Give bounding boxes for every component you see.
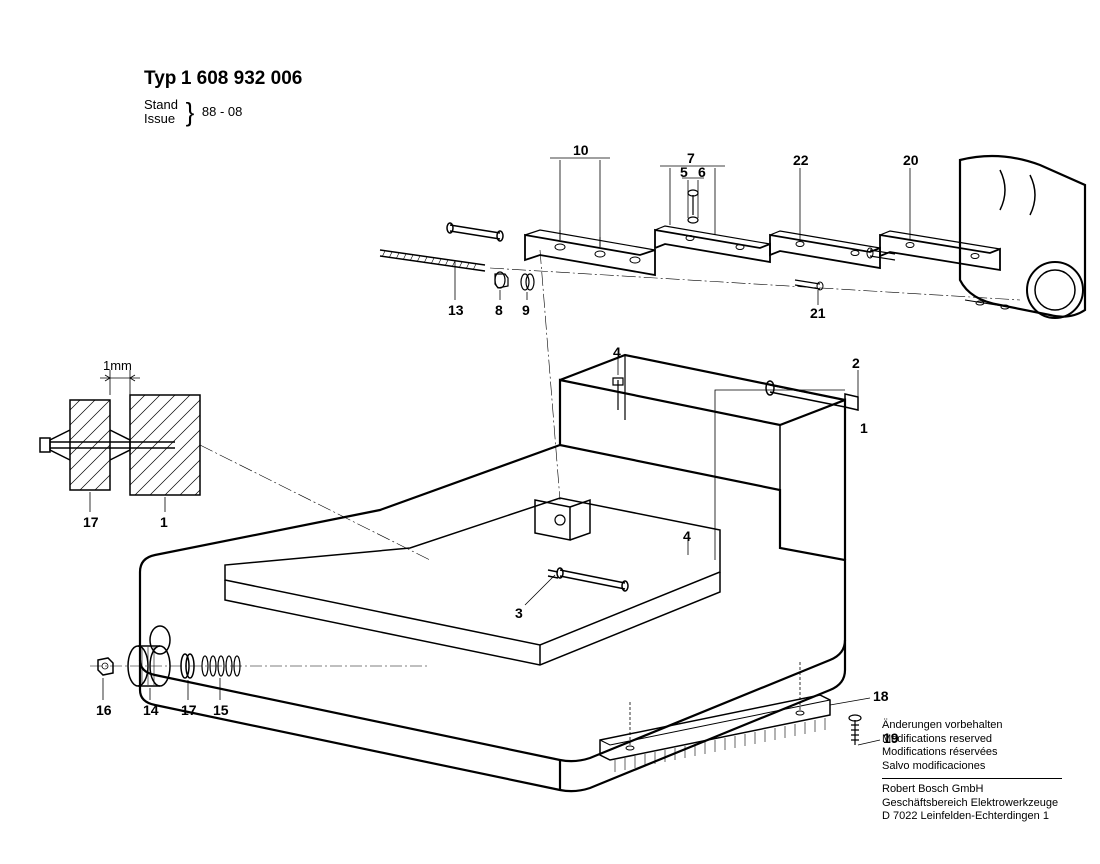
footer-divider <box>882 778 1062 779</box>
callout-15: 15 <box>213 702 229 718</box>
part-20-plate <box>867 231 1000 270</box>
callout-17b: 17 <box>83 514 99 530</box>
diagram-canvas: Typ 1 608 932 006 Stand Issue } 88 - 08 <box>0 0 1100 864</box>
part-13-rod <box>380 250 485 271</box>
callout-20: 20 <box>903 152 919 168</box>
part-10-clamp <box>525 230 655 275</box>
callout-18: 18 <box>873 688 889 704</box>
planer-body <box>960 156 1085 318</box>
part-7-bar <box>655 226 770 262</box>
callout-5: 5 <box>680 164 688 180</box>
callout-17a: 17 <box>181 702 197 718</box>
callout-16: 16 <box>96 702 112 718</box>
callout-7: 7 <box>687 150 695 166</box>
callout-1a: 1 <box>860 420 868 436</box>
part-3-pin <box>548 568 628 591</box>
callout-10: 10 <box>573 142 589 158</box>
callout-2: 2 <box>852 355 860 371</box>
callout-1b: 1 <box>160 514 168 530</box>
footer-company1: Robert Bosch GmbH <box>882 783 1062 797</box>
dimension-1mm: 1mm <box>103 358 132 373</box>
part-8-9 <box>495 272 534 290</box>
footer-line4: Salvo modificaciones <box>882 760 1062 774</box>
part-19-screw <box>849 715 861 745</box>
callout-22: 22 <box>793 152 809 168</box>
footer-company2: Geschäftsbereich Elektrowerkzeuge <box>882 797 1062 811</box>
callout-14: 14 <box>143 702 159 718</box>
callout-6: 6 <box>698 164 706 180</box>
detail-section <box>40 370 200 495</box>
callout-4b: 4 <box>683 528 691 544</box>
callout-3: 3 <box>515 605 523 621</box>
callout-9: 9 <box>522 302 530 318</box>
footer-line3: Modifications réservées <box>882 746 1062 760</box>
footer-line2: Modifications reserved <box>882 733 1062 747</box>
callout-8: 8 <box>495 302 503 318</box>
part-5-6 <box>688 190 698 223</box>
callout-21: 21 <box>810 305 826 321</box>
part-22-plate <box>770 231 880 290</box>
footer-company3: D 7022 Leinfelden-Echterdingen 1 <box>882 810 1062 824</box>
callout-4a: 4 <box>613 344 621 360</box>
footer-block: Änderungen vorbehalten Modifications res… <box>882 719 1062 824</box>
callout-13: 13 <box>448 302 464 318</box>
footer-line1: Änderungen vorbehalten <box>882 719 1062 733</box>
part-4a-bolt <box>613 378 623 410</box>
base-frame <box>140 355 845 791</box>
